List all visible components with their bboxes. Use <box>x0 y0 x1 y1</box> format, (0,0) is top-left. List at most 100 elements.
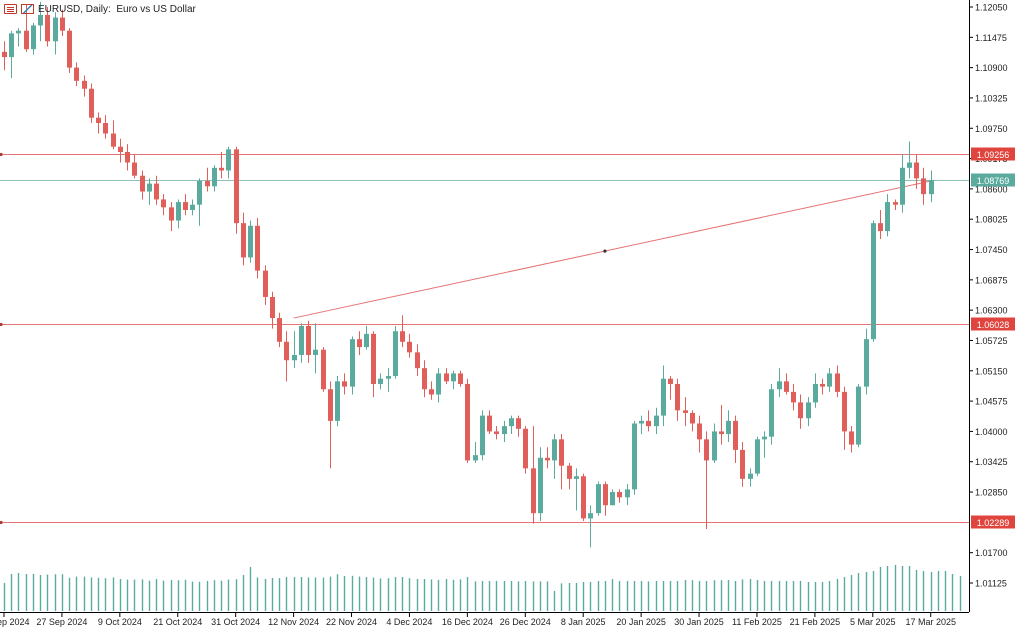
trendline <box>293 180 931 319</box>
candle <box>82 75 87 97</box>
candle-body <box>89 88 94 118</box>
candle <box>176 199 181 229</box>
trendline-midpoint <box>603 249 607 253</box>
candle <box>610 489 615 506</box>
symbol-description: Euro vs US Dollar <box>116 3 196 15</box>
x-tick-label: 8 Jan 2025 <box>561 617 606 627</box>
candle <box>596 481 601 516</box>
candle-body <box>53 17 58 42</box>
candle <box>545 447 550 469</box>
candle <box>690 410 695 432</box>
candle-body <box>103 122 108 134</box>
candle-body <box>835 373 840 392</box>
candle-body <box>893 202 898 205</box>
candle <box>422 360 427 398</box>
candle-body <box>38 14 43 26</box>
candle <box>813 373 818 408</box>
candle <box>603 481 608 516</box>
candle <box>849 426 854 453</box>
candle-body <box>74 67 79 81</box>
candle <box>9 30 14 79</box>
x-tick-label: 5 Mar 2025 <box>850 617 896 627</box>
candle-body <box>118 146 123 152</box>
candle <box>444 368 449 384</box>
candle-body <box>509 418 514 427</box>
candle-body <box>690 412 695 424</box>
candle-body <box>675 383 680 411</box>
candle-body <box>292 354 297 361</box>
candle <box>632 420 637 495</box>
candle <box>914 154 919 189</box>
candle <box>313 323 318 374</box>
candle <box>480 410 485 461</box>
candle <box>893 199 898 210</box>
candle-body <box>755 439 760 474</box>
chart-icon[interactable] <box>21 4 34 14</box>
x-tick-label: 22 Nov 2024 <box>326 617 377 627</box>
candle-body <box>610 492 615 506</box>
candle <box>458 370 463 387</box>
candle <box>53 12 58 55</box>
candle <box>364 325 369 350</box>
candle-body <box>791 391 796 403</box>
candle <box>31 22 36 55</box>
candle-body <box>407 341 412 353</box>
candle <box>907 141 912 179</box>
candle-body <box>132 162 137 176</box>
candle-body <box>574 476 579 479</box>
candle <box>140 170 145 200</box>
candle-body <box>654 415 659 427</box>
candle <box>197 178 202 226</box>
candle-body <box>878 223 883 232</box>
x-tick-label: 4 Dec 2024 <box>386 617 432 627</box>
candle-body <box>523 428 528 469</box>
candle <box>755 436 760 477</box>
candle <box>473 441 478 464</box>
price-label-box <box>971 147 1015 161</box>
candle <box>255 217 260 279</box>
candle <box>769 383 774 445</box>
candle <box>400 315 405 348</box>
candle-body <box>147 183 152 192</box>
candle <box>451 370 456 390</box>
candle <box>154 175 159 205</box>
candle-body <box>487 415 492 432</box>
candle-body <box>60 17 65 31</box>
current-price-label: 1.08769 <box>977 176 1010 186</box>
candle <box>183 194 188 216</box>
candle-body <box>422 368 427 390</box>
candle-body <box>921 178 926 195</box>
candle <box>509 415 514 435</box>
candle <box>328 381 333 469</box>
candle-body <box>226 149 231 171</box>
x-tick-label: 31 Oct 2024 <box>211 617 260 627</box>
candle <box>588 505 593 548</box>
candle-body <box>31 25 36 50</box>
y-tick-label: 1.09750 <box>975 124 1008 134</box>
y-tick-label: 1.02850 <box>975 488 1008 498</box>
candle <box>806 397 811 427</box>
level-anchor-point <box>0 520 3 525</box>
candle-body <box>473 455 478 461</box>
candle-body <box>378 378 383 384</box>
x-tick-label: 12 Nov 2024 <box>268 617 319 627</box>
candle <box>111 120 116 150</box>
candle-body <box>248 225 253 258</box>
candle <box>277 312 282 348</box>
candle <box>306 320 311 363</box>
y-tick-label: 1.06875 <box>975 275 1008 285</box>
candle-body <box>24 30 29 50</box>
candle-body <box>813 383 818 403</box>
price-label: 1.02289 <box>977 518 1010 528</box>
candle-body <box>683 410 688 413</box>
candle <box>900 154 905 213</box>
list-icon[interactable] <box>4 4 17 14</box>
candle-body <box>328 389 333 421</box>
candle-body <box>342 381 347 387</box>
candle <box>89 83 94 123</box>
candle <box>45 7 50 47</box>
candle <box>762 431 767 458</box>
candle <box>552 434 557 479</box>
y-tick-label: 1.07450 <box>975 245 1008 255</box>
